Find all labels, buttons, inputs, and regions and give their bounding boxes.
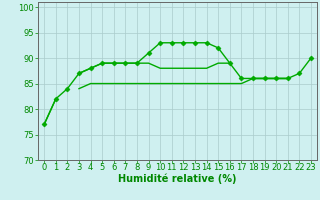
X-axis label: Humidité relative (%): Humidité relative (%) <box>118 173 237 184</box>
